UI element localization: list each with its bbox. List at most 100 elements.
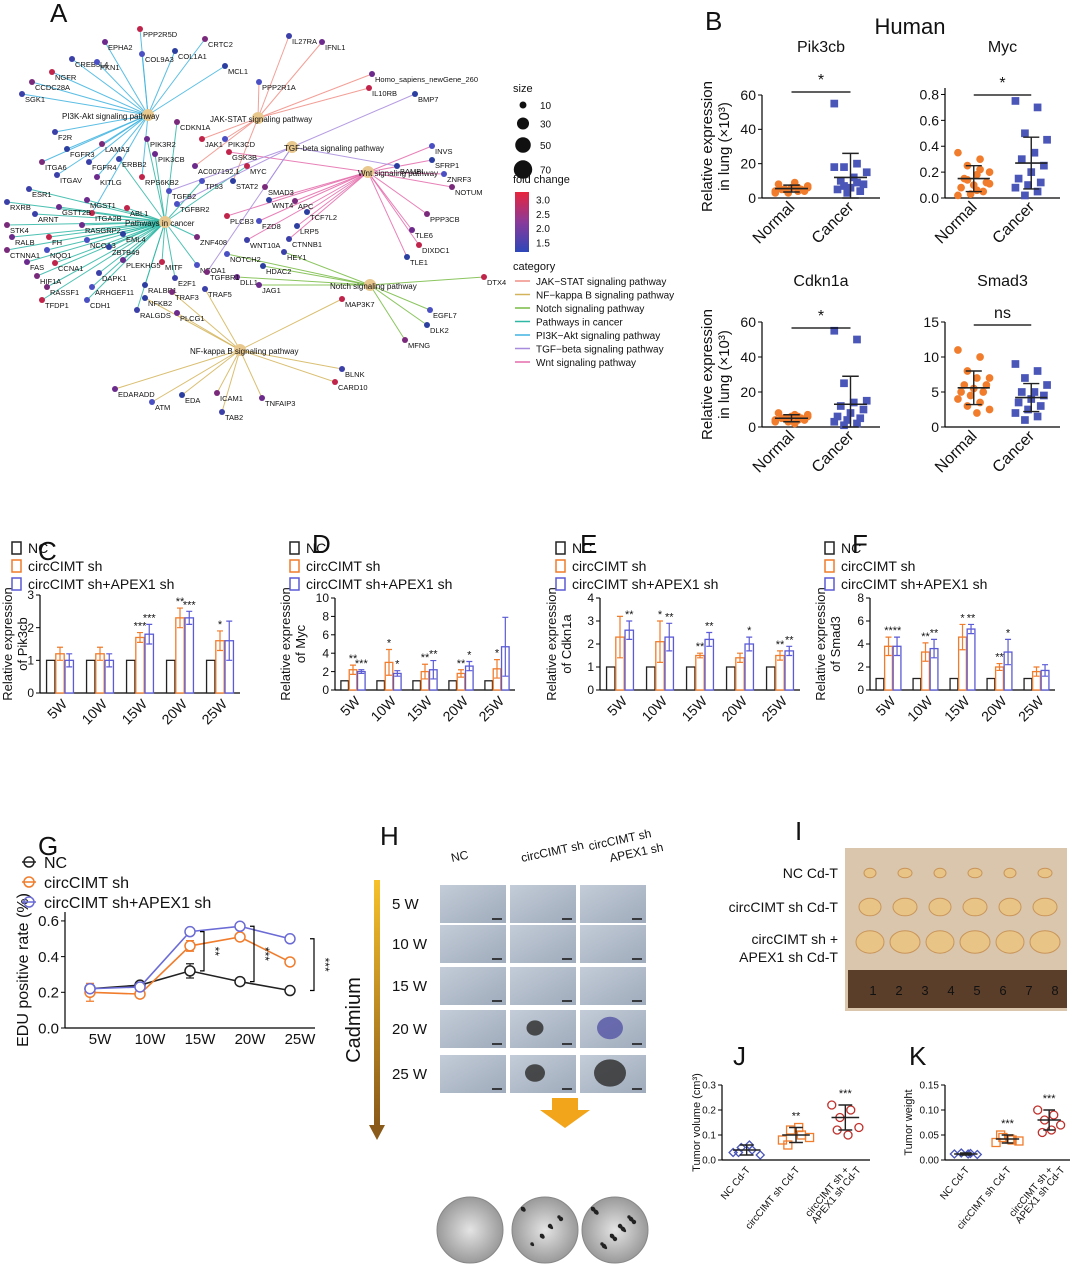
chart-title: Smad3 — [977, 273, 1028, 290]
gene-node — [144, 136, 150, 142]
data-point — [1017, 388, 1026, 396]
hub-label: Pathways in cancer — [125, 219, 195, 228]
legend-label: circCIMT sh — [841, 558, 915, 574]
legend-swatch — [824, 559, 835, 573]
bar — [784, 650, 795, 691]
legend-swatch — [289, 559, 300, 573]
gene-label: PKN1 — [100, 63, 120, 72]
gene-label: TAB2 — [225, 413, 243, 422]
edge — [367, 171, 420, 246]
x-tick-label: 10W — [135, 1031, 167, 1048]
gene-label: RALGDS — [140, 311, 171, 320]
micrograph — [510, 885, 576, 923]
gene-label: STK4 — [10, 226, 29, 235]
data-point — [1030, 388, 1039, 396]
edge — [369, 284, 428, 326]
y-tick-label: 20 — [740, 156, 756, 172]
gene-node — [424, 211, 430, 217]
edge — [136, 221, 166, 311]
row-label: circCIMT sh + — [752, 931, 838, 947]
data-point — [957, 388, 965, 396]
data-point — [1014, 174, 1023, 183]
y-tick-label: 0.6 — [920, 112, 940, 128]
significance: *** — [134, 621, 148, 633]
data-point — [854, 1122, 864, 1133]
edge — [164, 180, 203, 223]
colony-dot — [558, 1216, 564, 1222]
y-tick-label: 8 — [857, 591, 864, 605]
edge — [262, 265, 371, 286]
legend-title: size — [513, 83, 533, 95]
significance: *** — [183, 599, 197, 611]
sd-bar — [1043, 1109, 1055, 1131]
gene-node — [366, 85, 372, 91]
gene-node — [441, 171, 447, 177]
gene-node — [44, 284, 50, 290]
gene-label: ATM — [155, 403, 170, 412]
panel-letter: I — [795, 816, 802, 846]
y-tick-label: 0.10 — [920, 1106, 940, 1117]
gene-node — [174, 119, 180, 125]
significance: * — [387, 638, 392, 650]
gene-node — [4, 199, 10, 205]
x-tick-label: 25W — [1015, 692, 1047, 724]
gene-node — [281, 249, 287, 255]
y-axis-label: EDU positive rate (%) — [15, 893, 32, 1047]
data-point — [1036, 178, 1045, 187]
gene-label: WNT10A — [250, 241, 280, 250]
x-tick-label: Normal — [750, 199, 798, 247]
data-point — [954, 395, 962, 403]
data-point — [830, 163, 839, 171]
edge — [369, 284, 406, 341]
gene-label: COL9A3 — [145, 55, 174, 64]
micrograph — [440, 1055, 506, 1093]
gene-label: TP53 — [205, 182, 223, 191]
gene-label: ITGA2B — [95, 214, 122, 223]
tumor — [1032, 897, 1058, 917]
significance-bracket — [200, 931, 205, 972]
sd-bar — [842, 375, 859, 428]
edge — [306, 171, 369, 213]
y-tick-label: 3 — [27, 588, 34, 602]
data-point — [954, 346, 962, 354]
bar — [725, 666, 736, 691]
ruler-number: 4 — [947, 983, 954, 998]
bar — [695, 654, 705, 691]
gene-node — [199, 178, 205, 184]
edge — [283, 251, 371, 286]
gene-node — [120, 231, 126, 237]
significance: * — [467, 649, 472, 661]
error-bar — [430, 659, 437, 680]
gene-label: MCL1 — [228, 67, 248, 76]
significance: * — [747, 625, 752, 637]
y-tick-label: 0.2 — [920, 164, 940, 180]
bar — [765, 666, 776, 691]
significance: *** — [1001, 1118, 1015, 1130]
error-bar — [657, 620, 663, 663]
y-tick-label: 15 — [923, 314, 939, 330]
y-tick-label: 2 — [27, 621, 34, 635]
y-tick-label: 4 — [587, 591, 594, 605]
significance: ** — [930, 627, 939, 639]
column-label: circCIMT sh — [520, 838, 585, 865]
edge — [239, 298, 343, 351]
gene-label: NQO1 — [50, 251, 71, 260]
gene-node — [481, 274, 487, 280]
significance: ns — [994, 305, 1011, 322]
edge — [176, 312, 241, 351]
x-tick-label: 10W — [904, 692, 936, 724]
gene-label: ESR1 — [32, 190, 52, 199]
panel-title: Human — [875, 14, 946, 39]
gene-label: HIF1A — [40, 277, 61, 286]
edge — [296, 171, 369, 227]
bar — [165, 659, 176, 694]
legend-label: Notch signaling pathway — [536, 304, 644, 315]
data-point — [1011, 183, 1020, 192]
x-tick-label: 25W — [475, 692, 507, 724]
gene-node — [69, 56, 75, 62]
bar — [205, 659, 216, 694]
legend-swatch — [824, 577, 835, 591]
data-point — [1033, 1105, 1043, 1115]
gene-label: EGFL7 — [433, 311, 457, 320]
gene-node — [99, 141, 105, 147]
